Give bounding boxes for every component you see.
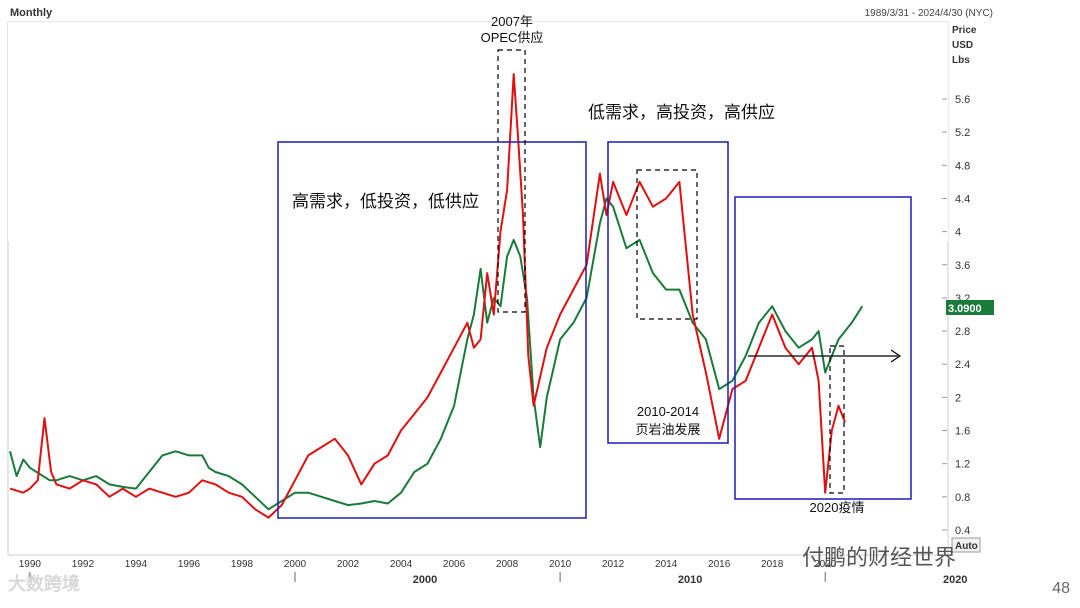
x-tick-label: 1998 (231, 559, 254, 570)
opec-year-label: 2007年 (491, 14, 533, 29)
series-layer (9, 73, 864, 519)
shale-text-label: 页岩油发展 (635, 422, 700, 437)
y-tick-label: 1.2 (955, 459, 970, 471)
periodicity-label: Monthly (10, 7, 53, 19)
decade-label: 2000 (413, 574, 437, 586)
x-tick-label: 2004 (390, 559, 413, 570)
x-tick-label: 2000 (284, 559, 307, 570)
y-tick-label: 0.8 (955, 492, 970, 504)
watermark-left-text: 大数跨境 (8, 574, 80, 594)
y-tick-label: 2.4 (955, 359, 970, 371)
y-tick-label: 5.6 (955, 94, 970, 106)
decade-label: 2020 (943, 574, 967, 586)
y-tick-label: 1.6 (955, 426, 970, 438)
series-line-green (9, 197, 864, 511)
y-tick-label: 4 (955, 227, 961, 239)
y-tick-label: 0.4 (955, 525, 970, 537)
x-tick-label: 2006 (443, 559, 466, 570)
y-axis: 0.40.81.21.622.42.83.23.644.44.85.25.6 (942, 94, 970, 537)
phase-a-label: 高需求，低投资，低供应 (292, 192, 479, 211)
x-tick-label: 2020 (814, 559, 837, 570)
axis-header-lbs: Lbs (952, 55, 970, 66)
phase-b-label: 低需求，高投资，高供应 (588, 103, 775, 122)
axis-header-usd: USD (952, 40, 973, 51)
y-tick-label: 4.8 (955, 160, 970, 172)
y-tick-label: 2 (955, 392, 961, 404)
x-tick-label: 1992 (72, 559, 95, 570)
last-value-tag (946, 300, 994, 315)
opec-dashed-box (497, 49, 526, 313)
slide-number: 48 (1052, 580, 1070, 597)
axis-header-price: Price (952, 25, 977, 36)
shale-years-label: 2010-2014 (637, 404, 699, 419)
x-tick-label: 1994 (125, 559, 148, 570)
auto-scale-label: Auto (955, 541, 978, 552)
decade-label: 2010 (678, 574, 702, 586)
x-tick-label: 2018 (761, 559, 784, 570)
y-tick-label: 2.8 (955, 326, 970, 338)
date-range-label: 1989/3/31 - 2024/4/30 (NYC) (865, 8, 993, 19)
phase-box-2000s (277, 141, 587, 519)
shale-dashed-box (636, 169, 698, 320)
x-tick-label: 2014 (655, 559, 678, 570)
x-tick-label: 1990 (19, 559, 42, 570)
x-tick-label: 2010 (549, 559, 572, 570)
y-tick-label: 3.6 (955, 260, 970, 272)
x-tick-label: 1996 (178, 559, 201, 570)
opec-text-label: OPEC供应 (481, 30, 544, 45)
y-tick-label: 5.2 (955, 127, 970, 139)
x-tick-label: 2008 (496, 559, 519, 570)
series-line-red (9, 73, 847, 519)
plot-top-band (8, 22, 948, 242)
covid-label: 2020疫情 (810, 500, 865, 515)
x-axis: 1990 1992 1994 1996 1998 2000 2002 2004 2006 2008… (19, 559, 968, 586)
y-tick-label: 4.4 (955, 193, 970, 205)
last-value-text: 3.0900 (948, 303, 982, 315)
x-tick-label: 2016 (708, 559, 731, 570)
phase-box-2011-2016 (607, 141, 729, 444)
x-tick-label: 2002 (337, 559, 360, 570)
watermark-text: 付鹏的财经世界 (802, 545, 957, 570)
trend-arrow-head (890, 349, 902, 363)
auto-scale-button[interactable] (951, 537, 981, 553)
x-tick-label: 2012 (602, 559, 625, 570)
phase-box-2016-2021 (734, 196, 912, 500)
